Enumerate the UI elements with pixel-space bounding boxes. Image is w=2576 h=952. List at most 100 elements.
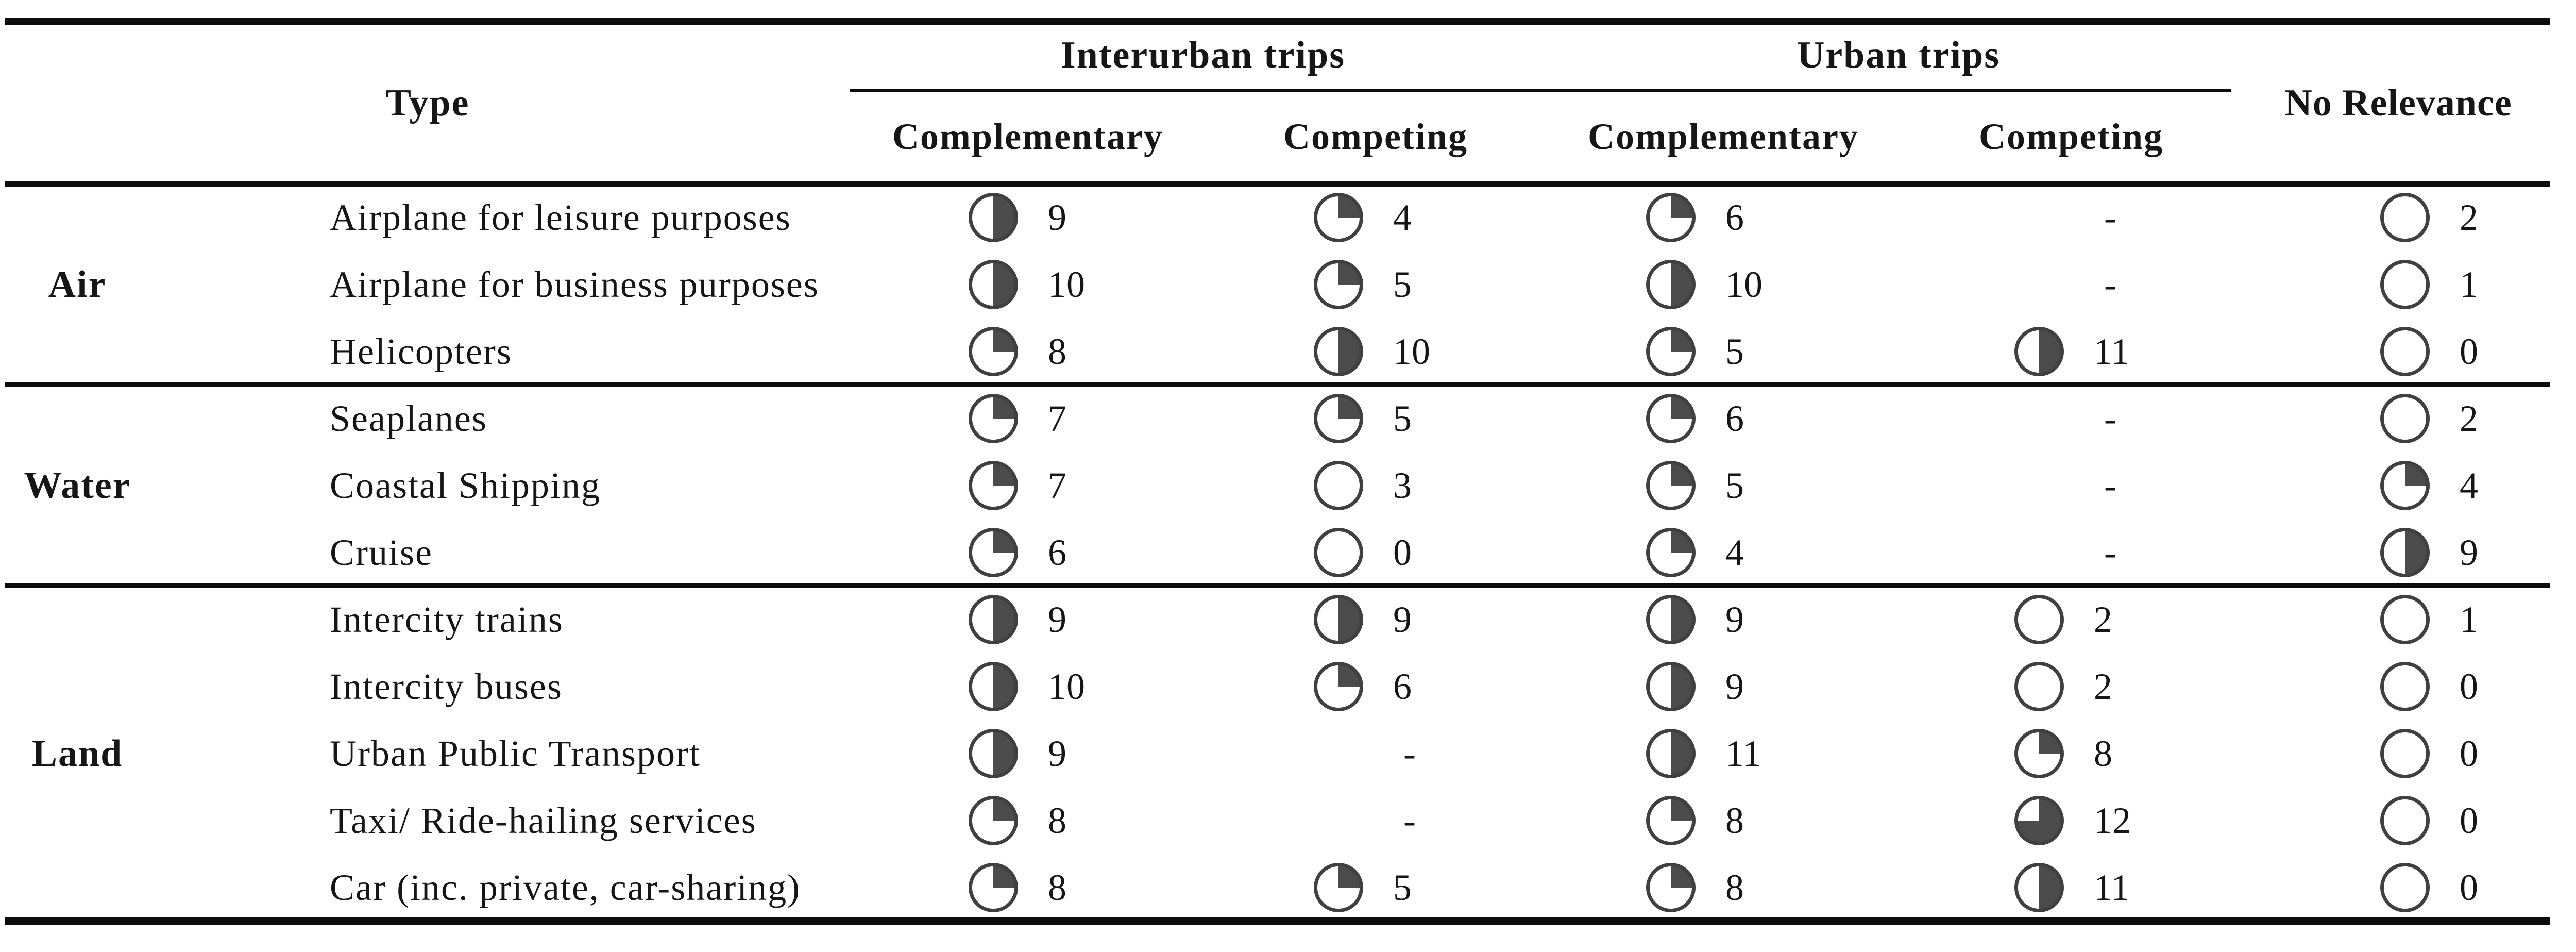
table-row: Coastal Shipping 7 3 5 - 4 [0,452,2550,519]
row-label-type: Intercity buses [330,665,563,707]
cell-urban-complementary: 6 [1551,385,1896,452]
column-header-interurban-competing: Competing [1283,116,1468,157]
cell-value: 4 [1725,531,1744,573]
cell-interurban-competing: 5 [1200,854,1551,921]
pie-icon-half [969,260,1018,309]
pie-icon-empty [2014,662,2064,711]
cell-interurban-complementary: 10 [855,653,1200,720]
pie-icon-empty [2380,595,2430,644]
no-data-dash: - [2104,531,2116,573]
cell-value: 10 [1725,263,1762,305]
table-row: Airplane for leisure purposes 9 4 6 - 2 [0,184,2550,251]
cell-urban-complementary: 8 [1551,787,1896,854]
cell-value: 4 [1393,196,1412,238]
cell-interurban-complementary: 9 [855,586,1200,653]
table-row: Seaplanes 7 5 6 - 2 [0,385,2550,452]
cell-value: 8 [1725,799,1744,841]
column-header-type: Type [385,81,470,124]
pie-icon-empty [2380,729,2430,778]
pie-icon-empty [1314,528,1363,577]
pie-icon-half [969,729,1018,778]
row-group-label-land: Land [31,732,123,775]
pie-icon-half [1314,595,1363,644]
pie-icon-half [1646,595,1696,644]
pie-icon-half [2380,528,2430,577]
pie-icon-half [1646,260,1696,309]
column-header-no-relevance: No Relevance [2284,81,2512,124]
cell-urban-competing: - [1896,452,2246,519]
cell-no-relevance: 0 [2246,653,2550,720]
cell-value: 10 [1048,263,1085,305]
cell-group-spacer [0,318,155,385]
cell-group-spacer [0,519,155,586]
column-header-urban-complementary: Complementary [1588,116,1859,157]
pie-icon-quarter [969,327,1018,376]
pie-icon-quarter [2380,461,2430,510]
pie-icon-quarter [1314,394,1363,443]
pie-icon-quarter [969,528,1018,577]
pie-icon-quarter [2014,729,2064,778]
cell-interurban-competing: - [1200,787,1551,854]
cell-value: 9 [1048,196,1066,238]
pie-icon-half [969,193,1018,242]
pie-icon-half [2014,327,2064,376]
pie-icon-quarter [1314,863,1363,912]
no-data-dash: - [2104,464,2116,506]
cell-value: 9 [2460,531,2478,573]
row-label-type: Car (inc. private, car-sharing) [330,866,801,908]
pie-icon-quarter [1646,796,1696,845]
no-data-dash: - [2104,397,2116,439]
pie-icon-empty [2380,327,2430,376]
cell-interurban-competing: 0 [1200,519,1551,586]
cell-value: 0 [2460,732,2478,774]
cell-urban-competing: - [1896,385,2246,452]
cell-no-relevance: 2 [2246,184,2550,251]
cell-group-spacer [0,720,155,787]
cell-urban-competing: - [1896,184,2246,251]
table-row: Intercity buses 10 6 9 2 0 [0,653,2550,720]
cell-value: 5 [1393,866,1412,908]
cell-group-spacer [0,854,155,921]
pie-icon-quarter [969,796,1018,845]
cell-value: 7 [1048,464,1066,506]
cell-urban-competing: 11 [1896,854,2246,921]
cell-value: 8 [1048,866,1066,908]
cell-urban-complementary: 6 [1551,184,1896,251]
pie-icon-quarter [1646,394,1696,443]
cell-no-relevance: 0 [2246,720,2550,787]
table-row: Urban Public Transport 9 - 11 8 0 [0,720,2550,787]
pie-icon-quarter [1314,662,1363,711]
cell-urban-complementary: 4 [1551,519,1896,586]
cell-value: 5 [1393,397,1412,439]
cell-urban-competing: 12 [1896,787,2246,854]
cell-value: 1 [2460,598,2478,640]
pie-icon-empty [2380,662,2430,711]
table-row: Airplane for business purposes 10 5 10 - 1 [0,251,2550,318]
cell-value: 2 [2460,397,2478,439]
pie-icon-half [1646,662,1696,711]
column-header-urban-competing: Competing [1979,116,2163,157]
table-row: Taxi/ Ride-hailing services 8 - 8 12 0 [0,787,2550,854]
cell-no-relevance: 0 [2246,318,2550,385]
cell-value: 11 [2094,866,2130,908]
cell-value: 5 [1725,330,1744,372]
row-label-type: Intercity trains [330,598,564,640]
cell-interurban-complementary: 9 [855,720,1200,787]
cell-value: 6 [1048,531,1066,573]
cell-interurban-competing: 3 [1200,452,1551,519]
row-label-type: Coastal Shipping [330,464,601,506]
pie-icon-quarter [1646,863,1696,912]
row-group-label-water: Water [24,464,131,507]
row-label-type: Cruise [330,531,433,573]
cell-interurban-complementary: 6 [855,519,1200,586]
cell-value: 4 [2460,464,2478,506]
cell-interurban-competing: - [1200,720,1551,787]
cell-group-spacer [0,452,155,519]
cell-value: 5 [1393,263,1412,305]
no-data-dash: - [1403,799,1416,841]
row-label-type: Helicopters [330,330,512,372]
pie-icon-quarter [969,863,1018,912]
cell-urban-complementary: 5 [1551,452,1896,519]
cell-urban-complementary: 10 [1551,251,1896,318]
